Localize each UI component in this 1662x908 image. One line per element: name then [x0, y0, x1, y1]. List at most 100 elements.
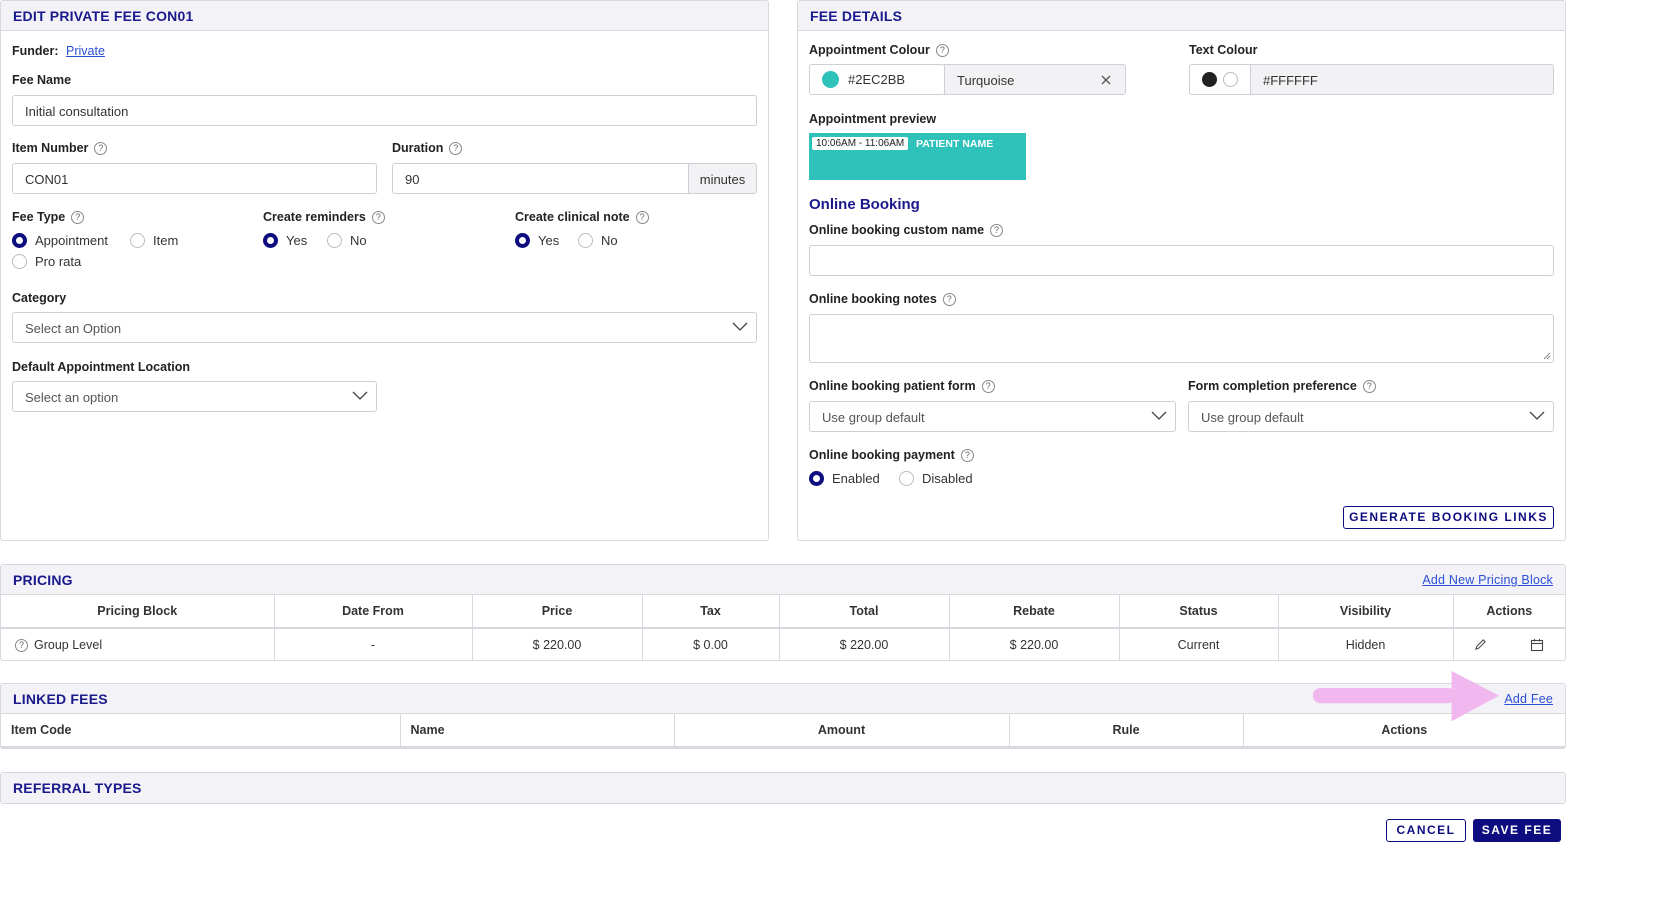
radio-empty-icon — [327, 233, 342, 248]
total-cell: $ 220.00 — [779, 628, 950, 660]
referral-types-title[interactable]: REFERRAL TYPES — [1, 773, 1565, 803]
tax-cell: $ 0.00 — [642, 628, 780, 660]
pricing-table: Pricing Block Date From Price Tax Total … — [1, 595, 1565, 660]
actions-cell — [1453, 628, 1565, 660]
col-visibility: Visibility — [1278, 595, 1454, 629]
linked-fees-table: Item Code Name Amount Rule Actions — [1, 714, 1565, 748]
linked-fees-panel: LINKED FEES Add Fee Item Code Name Amoun… — [0, 683, 1566, 749]
radio-selected-icon — [515, 233, 530, 248]
help-icon[interactable]: ? — [935, 44, 949, 57]
reminders-no-radio[interactable]: No — [327, 233, 367, 248]
fee-details-title: FEE DETAILS — [798, 1, 1565, 31]
fee-name-input[interactable]: Initial consultation — [12, 95, 757, 126]
add-pricing-block-link[interactable]: Add New Pricing Block — [1422, 573, 1553, 587]
help-icon[interactable]: ? — [449, 142, 463, 155]
notes-label: Online booking notes? — [809, 292, 956, 306]
help-icon[interactable]: ? — [942, 293, 956, 306]
preview-time: 10:06AM - 11:06AM — [812, 137, 909, 150]
help-icon[interactable]: ? — [15, 638, 28, 652]
pricing-header-row: Pricing Block Date From Price Tax Total … — [1, 595, 1565, 629]
category-select[interactable]: Select an Option — [12, 312, 757, 343]
col-rule: Rule — [1009, 714, 1244, 748]
clinical-note-yes-radio[interactable]: Yes — [515, 233, 559, 248]
col-item-code: Item Code — [1, 714, 401, 748]
help-icon[interactable]: ? — [990, 224, 1004, 237]
payment-disabled-radio[interactable]: Disabled — [899, 471, 973, 486]
help-icon[interactable]: ? — [71, 211, 85, 224]
clinical-note-label: Create clinical note? — [515, 210, 649, 224]
fee-type-item-radio[interactable]: Item — [130, 233, 178, 248]
duration-label: Duration? — [392, 141, 463, 155]
funder-link[interactable]: Private — [66, 44, 105, 58]
black-swatch-icon[interactable] — [1202, 72, 1217, 87]
payment-enabled-radio[interactable]: Enabled — [809, 471, 880, 486]
item-number-input[interactable]: CON01 — [12, 163, 377, 194]
help-icon[interactable]: ? — [1362, 380, 1376, 393]
generate-booking-links-button[interactable]: GENERATE BOOKING LINKS — [1343, 506, 1554, 529]
item-number-label: Item Number? — [12, 141, 108, 155]
resize-handle-icon[interactable] — [1543, 352, 1551, 360]
help-icon[interactable]: ? — [635, 211, 649, 224]
custom-name-label: Online booking custom name? — [809, 223, 1004, 237]
col-linked-actions: Actions — [1243, 714, 1565, 748]
save-fee-button[interactable]: SAVE FEE — [1473, 819, 1561, 842]
appointment-preview: 10:06AM - 11:06AM PATIENT NAME — [809, 133, 1026, 180]
appointment-colour-hex[interactable]: #2EC2BB — [809, 64, 945, 95]
col-name: Name — [400, 714, 675, 748]
close-icon[interactable] — [1101, 75, 1111, 85]
form-pref-select[interactable]: Use group default — [1188, 401, 1554, 432]
visibility-cell: Hidden — [1278, 628, 1454, 660]
calendar-icon[interactable] — [1530, 638, 1544, 652]
pricing-title: PRICING Add New Pricing Block — [1, 565, 1565, 595]
location-select[interactable]: Select an option — [12, 381, 377, 412]
referral-types-panel: REFERRAL TYPES — [0, 772, 1566, 804]
col-date-from: Date From — [274, 595, 473, 629]
edit-fee-title: EDIT PRIVATE FEE CON01 — [1, 1, 768, 31]
date-from-cell: - — [274, 628, 473, 660]
custom-name-input[interactable] — [809, 245, 1554, 276]
chevron-down-icon — [1529, 411, 1545, 420]
fee-type-label: Fee Type? — [12, 210, 85, 224]
reminders-yes-radio[interactable]: Yes — [263, 233, 307, 248]
preview-patient-name: PATIENT NAME — [916, 138, 994, 150]
col-status: Status — [1119, 595, 1279, 629]
radio-empty-icon — [578, 233, 593, 248]
appointment-colour-name[interactable]: Turquoise — [944, 64, 1126, 95]
text-colour-label: Text Colour — [1189, 43, 1258, 57]
fee-name-label: Fee Name — [12, 73, 72, 87]
help-icon[interactable]: ? — [981, 380, 995, 393]
duration-input[interactable]: 90 — [392, 163, 689, 194]
location-label: Default Appointment Location — [12, 360, 190, 374]
help-icon[interactable]: ? — [94, 142, 108, 155]
price-cell: $ 220.00 — [472, 628, 643, 660]
category-label: Category — [12, 291, 67, 305]
fee-type-prorata-radio[interactable]: Pro rata — [12, 254, 81, 269]
appointment-colour-label: Appointment Colour? — [809, 43, 949, 57]
white-swatch-icon[interactable] — [1223, 72, 1238, 87]
rebate-cell: $ 220.00 — [949, 628, 1120, 660]
chevron-down-icon — [1151, 411, 1167, 420]
payment-label: Online booking payment? — [809, 448, 974, 462]
text-colour-swatches[interactable] — [1189, 64, 1251, 95]
col-rebate: Rebate — [949, 595, 1120, 629]
chevron-down-icon — [352, 391, 368, 400]
clinical-note-no-radio[interactable]: No — [578, 233, 618, 248]
status-cell: Current — [1119, 628, 1279, 660]
linked-fees-title: LINKED FEES Add Fee — [1, 684, 1565, 714]
add-fee-link[interactable]: Add Fee — [1504, 692, 1553, 706]
col-total: Total — [779, 595, 950, 629]
notes-textarea[interactable] — [809, 314, 1554, 363]
patient-form-label: Online booking patient form? — [809, 379, 995, 393]
help-icon[interactable]: ? — [371, 211, 385, 224]
text-colour-hex[interactable]: #FFFFFF — [1250, 64, 1554, 95]
colour-swatch — [822, 71, 839, 88]
cancel-button[interactable]: CANCEL — [1386, 819, 1466, 842]
reminders-label: Create reminders? — [263, 210, 385, 224]
fee-type-appointment-radio[interactable]: Appointment — [12, 233, 108, 248]
edit-pencil-icon[interactable] — [1474, 638, 1487, 651]
radio-selected-icon — [809, 471, 824, 486]
online-booking-heading: Online Booking — [809, 196, 920, 213]
patient-form-select[interactable]: Use group default — [809, 401, 1176, 432]
radio-empty-icon — [899, 471, 914, 486]
help-icon[interactable]: ? — [960, 449, 974, 462]
